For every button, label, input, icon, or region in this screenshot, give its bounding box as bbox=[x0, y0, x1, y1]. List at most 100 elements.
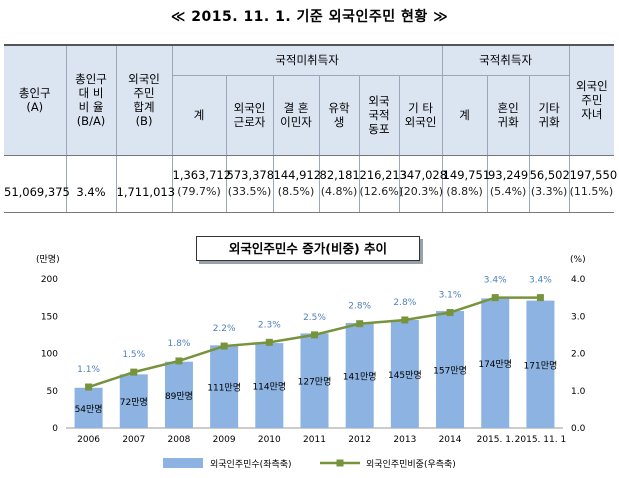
trend-chart: (만명) (%) 0 50 100 150 200 0.0 1.0 2.0 3.0 4.0 54만명 72… bbox=[36, 254, 586, 470]
legend-bar-label: 외국인주민수(좌측축) bbox=[210, 458, 292, 470]
legend-line-marker bbox=[336, 459, 344, 467]
header-ratio: 총인구 대 비 비 율 (B/A) bbox=[66, 44, 117, 156]
bar-label: 114만명 bbox=[252, 382, 286, 393]
bar bbox=[255, 343, 284, 428]
line-point-label: 1.1% bbox=[77, 365, 100, 375]
x-tick-label: 2011 bbox=[303, 435, 326, 445]
bar-label: 171만명 bbox=[524, 360, 558, 371]
cell-children: 197,550 (11.5%) bbox=[569, 155, 617, 213]
cell-nat-other: 56,502 (3.3%) bbox=[529, 155, 570, 213]
header-nn-marriage: 결 혼 이민자 bbox=[273, 75, 320, 156]
bar bbox=[481, 298, 510, 428]
left-tick-label: 100 bbox=[41, 350, 58, 360]
right-tick-label: 1.0 bbox=[571, 387, 586, 397]
bar-label: 141만명 bbox=[343, 371, 377, 382]
header-nn-compatriots: 외국 국적 동포 bbox=[359, 75, 400, 156]
header-children: 외국인 주민 자녀 bbox=[569, 44, 615, 156]
bar bbox=[345, 322, 374, 428]
bar bbox=[210, 345, 239, 428]
cell-foreign-total: 1,711,013 bbox=[116, 155, 175, 213]
x-tick-label: 2014 bbox=[439, 435, 462, 445]
left-tick-label: 200 bbox=[41, 275, 58, 285]
cell-nn-marriage: 144,912 (8.5%) bbox=[273, 155, 321, 213]
x-tick-label: 2008 bbox=[168, 435, 191, 445]
line-point bbox=[85, 383, 93, 391]
x-tick-label: 2010 bbox=[258, 435, 281, 445]
table-row: 51,069,375 3.4% 1,711,013 1,363,712 (79.7… bbox=[4, 155, 617, 213]
bar-label: 89만명 bbox=[165, 391, 193, 402]
bar bbox=[300, 333, 329, 428]
line-point bbox=[536, 294, 544, 302]
bar bbox=[74, 387, 103, 428]
header-nat-other: 기타 귀화 bbox=[529, 75, 570, 156]
header-nn-other: 기 타 외국인 bbox=[399, 75, 443, 156]
left-tick-label: 50 bbox=[47, 387, 59, 397]
line-point bbox=[311, 331, 318, 339]
line-point bbox=[356, 320, 364, 328]
bar bbox=[436, 311, 465, 428]
header-naturalized: 국적취득자 bbox=[442, 44, 570, 76]
cell-total-pop: 51,069,375 bbox=[4, 155, 70, 213]
chart-title: 외국인주민수 증가(비중) 추이 bbox=[196, 236, 420, 261]
left-tick-label: 150 bbox=[41, 312, 58, 322]
x-tick-label: 2015. 1. bbox=[477, 435, 514, 445]
header-nn-total: 계 bbox=[172, 75, 227, 156]
page-title: ≪ 2015. 11. 1. 기준 외국인주민 현황 ≫ bbox=[170, 9, 449, 25]
legend-line-label: 외국인주민비중(우측축) bbox=[366, 458, 456, 470]
cell-nat-marriage: 93,249 (5.4%) bbox=[487, 155, 530, 213]
bar bbox=[164, 361, 193, 428]
line-point-label: 1.5% bbox=[122, 350, 145, 360]
bar bbox=[390, 319, 419, 428]
line-point-label: 2.5% bbox=[303, 313, 326, 323]
right-tick-label: 3.0 bbox=[571, 312, 586, 322]
line-point-label: 3.4% bbox=[484, 276, 507, 286]
header-nat-total: 계 bbox=[442, 75, 488, 156]
cell-nn-workers: 573,378 (33.5%) bbox=[226, 155, 274, 213]
line-point-label: 1.8% bbox=[168, 339, 191, 349]
cell-nn-compatriots: 216,213 (12.6%) bbox=[359, 155, 407, 213]
cell-nn-other: 347,028 (20.3%) bbox=[399, 155, 447, 213]
right-tick-label: 0.0 bbox=[571, 424, 586, 434]
cell-ratio: 3.4% bbox=[66, 155, 117, 213]
header-nn-students: 유학 생 bbox=[319, 75, 360, 156]
x-tick-label: 2009 bbox=[213, 435, 236, 445]
header-non-naturalized: 국적미취득자 bbox=[172, 44, 443, 76]
line-point-label: 3.4% bbox=[529, 276, 552, 286]
line-point-label: 3.1% bbox=[439, 291, 462, 301]
cell-nat-total: 149,751 (8.8%) bbox=[442, 155, 490, 213]
line-point-label: 2.8% bbox=[393, 298, 416, 308]
right-axis-unit: (%) bbox=[570, 255, 586, 265]
left-tick-label: 0 bbox=[52, 424, 58, 434]
bar-label: 54만명 bbox=[75, 404, 103, 415]
line-point bbox=[446, 309, 454, 317]
cell-nn-total: 1,363,712 (79.7%) bbox=[172, 155, 231, 213]
line-point bbox=[130, 368, 138, 376]
bar-label: 157만명 bbox=[433, 366, 467, 377]
x-tick-label: 2006 bbox=[77, 435, 100, 445]
line-point bbox=[265, 338, 273, 346]
bar-label: 174만명 bbox=[478, 359, 512, 370]
line-point bbox=[401, 316, 409, 324]
x-tick-label: 2015. 11. 1 bbox=[515, 435, 567, 445]
header-foreign-total: 외국인 주민 합계 (B) bbox=[116, 44, 173, 156]
bar-label: 127만명 bbox=[298, 377, 332, 388]
right-tick-label: 4.0 bbox=[571, 275, 586, 285]
status-table: 총인구 (A) 총인구 대 비 비 율 (B/A) 외국인 주민 합계 (B) 국적미취득… bbox=[4, 44, 617, 213]
line-point bbox=[220, 342, 228, 350]
line-point bbox=[491, 294, 499, 302]
cell-nn-students: 82,181 (4.8%) bbox=[319, 155, 360, 213]
header-nn-workers: 외국인 근로자 bbox=[226, 75, 274, 156]
bar-label: 72만명 bbox=[120, 397, 148, 408]
x-tick-label: 2007 bbox=[122, 435, 145, 445]
bar-label: 111만명 bbox=[207, 383, 241, 394]
right-tick-label: 2.0 bbox=[571, 350, 586, 360]
left-axis-unit: (만명) bbox=[36, 254, 60, 265]
bar bbox=[119, 374, 148, 428]
line-point-label: 2.2% bbox=[213, 324, 236, 334]
header-total-pop: 총인구 (A) bbox=[4, 44, 67, 156]
line-point-label: 2.8% bbox=[348, 302, 371, 312]
line-point-label: 2.3% bbox=[258, 320, 281, 330]
line-point bbox=[175, 357, 183, 365]
header-nat-marriage: 혼인 귀화 bbox=[487, 75, 530, 156]
bar-label: 145만명 bbox=[388, 370, 422, 381]
